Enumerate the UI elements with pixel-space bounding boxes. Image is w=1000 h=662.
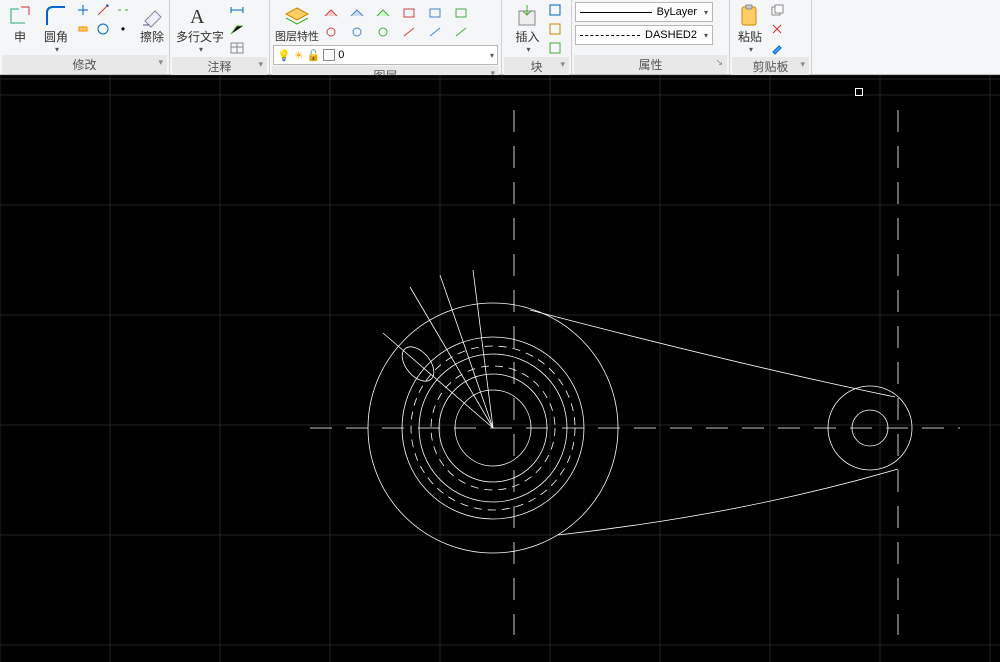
layer-color-swatch xyxy=(323,49,335,61)
linetype-1-label: ByLayer xyxy=(657,6,697,18)
copy-icon[interactable] xyxy=(769,2,785,18)
chevron-down-icon: ▾ xyxy=(490,51,494,60)
scale-icon[interactable] xyxy=(95,21,111,37)
erase-icon xyxy=(138,2,166,30)
leader-icon[interactable] xyxy=(229,21,245,37)
panel-label-properties[interactable]: 属性↘ xyxy=(574,55,727,74)
mtext-label: 多行文字 xyxy=(176,31,224,44)
insert-label: 插入 xyxy=(515,31,539,44)
layer-tool-10[interactable] xyxy=(401,24,417,40)
layer-tool-6[interactable] xyxy=(453,5,469,21)
mtext-button[interactable]: A 多行文字 ▾ xyxy=(173,2,227,54)
layer-tool-12[interactable] xyxy=(453,24,469,40)
stretch-icon xyxy=(6,2,34,30)
layer-tool-8[interactable] xyxy=(349,24,365,40)
linetype-2-label: DASHED2 xyxy=(645,29,697,41)
chevron-down-icon: ▾ xyxy=(704,8,708,17)
erase-button[interactable]: 擦除 xyxy=(135,2,169,44)
svg-text:A: A xyxy=(190,6,205,28)
block-tool-3[interactable] xyxy=(547,40,563,56)
fillet-button[interactable]: 圆角 ▾ xyxy=(39,2,73,54)
cursor-indicator xyxy=(855,88,863,96)
trim-icon[interactable] xyxy=(75,2,91,18)
layer-tool-1[interactable] xyxy=(323,5,339,21)
layer-props-button[interactable]: 图层特性 xyxy=(273,2,321,43)
break-icon[interactable] xyxy=(115,2,131,18)
stretch-label: 申 xyxy=(14,31,26,44)
panel-block: 插入 ▾ 块▾ xyxy=(502,0,572,74)
text-icon: A xyxy=(186,2,214,30)
current-layer-name: 0 xyxy=(338,49,485,61)
layer-tool-5[interactable] xyxy=(427,5,443,21)
chevron-down-icon: ▾ xyxy=(199,45,203,54)
lightbulb-icon: 💡 xyxy=(277,49,291,62)
line-preview-solid xyxy=(580,12,652,13)
panel-label-modify[interactable]: 修改▾ xyxy=(2,55,167,74)
sun-icon: ☀ xyxy=(294,49,304,62)
layer-tool-9[interactable] xyxy=(375,24,391,40)
layer-props-label: 图层特性 xyxy=(275,31,319,43)
panel-clipboard: 粘贴 ▾ 剪贴板▾ xyxy=(730,0,812,74)
drawing-canvas[interactable] xyxy=(0,75,1000,662)
paste-icon xyxy=(736,2,764,30)
panel-annotate: A 多行文字 ▾ 注释▾ xyxy=(170,0,270,74)
layers-icon xyxy=(283,2,311,30)
erase-label: 擦除 xyxy=(140,31,164,44)
chevron-down-icon: ▾ xyxy=(55,45,59,54)
brush-icon[interactable] xyxy=(769,40,785,56)
fillet-icon xyxy=(42,2,70,30)
panel-properties: ByLayer ▾ DASHED2 ▾ 属性↘ xyxy=(572,0,730,74)
table-icon[interactable] xyxy=(229,40,245,56)
layer-tool-4[interactable] xyxy=(401,5,417,21)
dimension-icon[interactable] xyxy=(229,2,245,18)
panel-label-clipboard[interactable]: 剪贴板▾ xyxy=(732,57,809,76)
paste-button[interactable]: 粘贴 ▾ xyxy=(733,2,767,54)
panel-modify: 申 圆角 ▾ • xyxy=(0,0,170,74)
layer-tool-11[interactable] xyxy=(427,24,443,40)
layer-tool-2[interactable] xyxy=(349,5,365,21)
current-layer-dropdown[interactable]: 💡 ☀ 🔓 0 ▾ xyxy=(273,45,498,65)
insert-button[interactable]: 插入 ▾ xyxy=(511,2,545,54)
lock-icon: 🔓 xyxy=(307,49,321,62)
linetype-dropdown-2[interactable]: DASHED2 ▾ xyxy=(575,25,713,45)
extend-icon[interactable] xyxy=(95,2,111,18)
layer-tool-3[interactable] xyxy=(375,5,391,21)
paste-label: 粘贴 xyxy=(738,31,762,44)
line-preview-dashed xyxy=(580,35,640,36)
join-icon[interactable] xyxy=(75,21,91,37)
fillet-label: 圆角 xyxy=(44,31,68,44)
chevron-down-icon: ▾ xyxy=(526,45,530,54)
block-tool-1[interactable] xyxy=(547,2,563,18)
linetype-dropdown-1[interactable]: ByLayer ▾ xyxy=(575,2,713,22)
chevron-down-icon: ▾ xyxy=(749,45,753,54)
panel-layer: 图层特性 💡 ☀ xyxy=(270,0,502,74)
ribbon-toolbar: 申 圆角 ▾ • xyxy=(0,0,1000,75)
stretch-button[interactable]: 申 xyxy=(3,2,37,44)
insert-icon xyxy=(514,2,542,30)
block-tool-2[interactable] xyxy=(547,21,563,37)
cut-icon[interactable] xyxy=(769,21,785,37)
chevron-down-icon: ▾ xyxy=(704,31,708,40)
layer-tool-7[interactable] xyxy=(323,24,339,40)
array-icon[interactable]: • xyxy=(115,21,131,37)
panel-label-block[interactable]: 块▾ xyxy=(504,57,569,76)
panel-label-annotate[interactable]: 注释▾ xyxy=(172,57,267,76)
